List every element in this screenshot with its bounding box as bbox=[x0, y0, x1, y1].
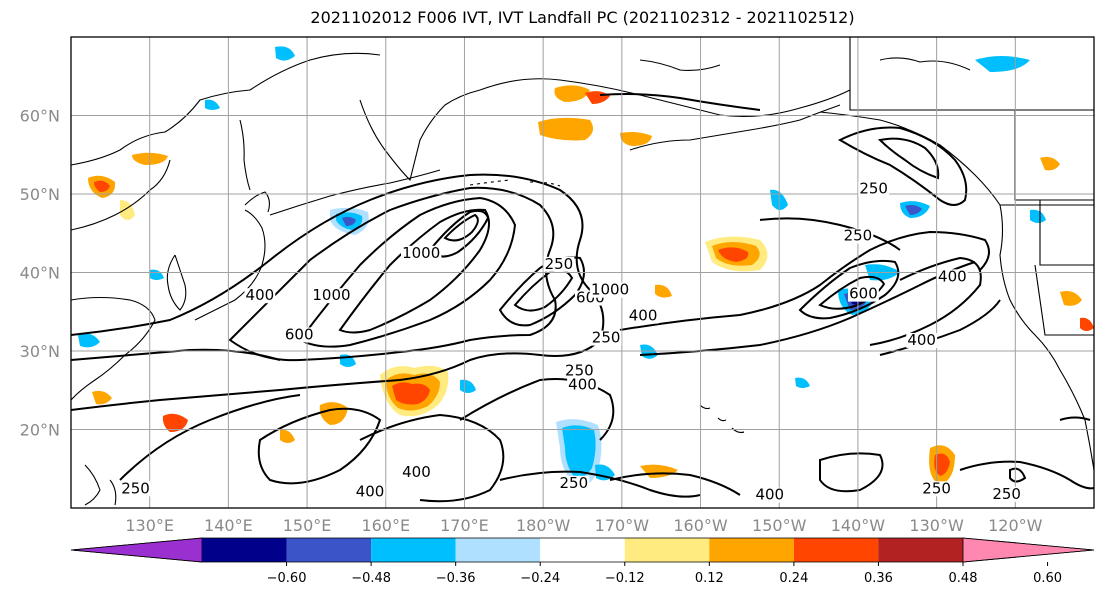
colorbar-segment bbox=[455, 538, 541, 562]
longitude-label: 160°E bbox=[361, 516, 410, 535]
colorbar-low-extension bbox=[70, 537, 203, 563]
colorbar-high-extension bbox=[962, 537, 1095, 563]
longitude-label: 180°W bbox=[516, 516, 571, 535]
contour-label: 600 bbox=[285, 325, 314, 343]
contour-label: 250 bbox=[922, 479, 951, 497]
colorbar-segment bbox=[624, 538, 710, 562]
longitude-label: 150°E bbox=[283, 516, 332, 535]
contour-label-bg bbox=[627, 308, 659, 324]
colorbar-tick-label: −0.24 bbox=[520, 571, 560, 586]
map-title: 2021102012 F006 IVT, IVT Landfall PC (20… bbox=[310, 8, 855, 27]
map-frame bbox=[70, 36, 1095, 509]
contour-label-bg bbox=[906, 332, 938, 348]
contour-label-bg bbox=[400, 245, 442, 261]
contour-label: 400 bbox=[755, 486, 784, 504]
contour-label-bg bbox=[120, 481, 151, 497]
colorbar-tick-label: −0.60 bbox=[267, 571, 307, 586]
contour-label: 400 bbox=[629, 307, 658, 325]
colorbar bbox=[70, 537, 1095, 563]
colorbar-outline bbox=[70, 537, 1095, 563]
contour-label: 250 bbox=[844, 227, 873, 245]
contour-label-bg bbox=[858, 181, 890, 197]
contour-label: 250 bbox=[121, 479, 150, 497]
contour-label: 1000 bbox=[312, 286, 350, 304]
colorbar-tick-label: 0.36 bbox=[864, 571, 893, 586]
latitude-label: 20°N bbox=[20, 421, 60, 440]
longitude-label: 130°W bbox=[909, 516, 964, 535]
longitude-label: 140°E bbox=[204, 516, 253, 535]
contour-label-bg bbox=[848, 286, 879, 302]
contour-labels: 4002502504006001000100025060010004004004… bbox=[120, 179, 1023, 504]
contour-label: 600 bbox=[849, 285, 878, 303]
colorbar-segment bbox=[540, 538, 625, 562]
contour-label: 250 bbox=[859, 179, 888, 197]
latitude-label: 40°N bbox=[20, 264, 60, 283]
longitude-label: 160°W bbox=[673, 516, 728, 535]
longitude-label: 170°W bbox=[595, 516, 650, 535]
colorbar-tick-labels: −0.60 −0.48 −0.36 −0.24 −0.12 0.12 0.24 0.36 0.4… bbox=[267, 562, 1062, 586]
contour-label: 250 bbox=[560, 474, 589, 492]
contour-label-bg bbox=[754, 487, 786, 503]
contour-label: 250 bbox=[545, 255, 574, 273]
contour-label-bg bbox=[921, 481, 953, 497]
contour-label: 250 bbox=[992, 485, 1021, 503]
contour-label-bg bbox=[842, 228, 874, 244]
colorbar-tick-label: 0.12 bbox=[695, 571, 724, 586]
latitude-label: 50°N bbox=[20, 185, 60, 204]
contour-label: 250 bbox=[565, 362, 594, 380]
contour-label-bg bbox=[311, 288, 352, 304]
contour-label-bg bbox=[590, 330, 622, 346]
latitude-label: 30°N bbox=[20, 342, 60, 361]
colorbar-tick-label: 0.24 bbox=[779, 571, 808, 586]
contour-label: 400 bbox=[907, 331, 936, 349]
colorbar-tick-label: 0.48 bbox=[949, 571, 978, 586]
colorbar-segment bbox=[793, 538, 879, 562]
longitude-label: 170°E bbox=[440, 516, 489, 535]
latitude-label: 60°N bbox=[20, 107, 60, 126]
contour-label: 400 bbox=[402, 463, 431, 481]
colorbar-segment bbox=[286, 538, 372, 562]
longitude-label: 140°W bbox=[831, 516, 886, 535]
contour-label: 250 bbox=[592, 329, 621, 347]
contour-label-bg bbox=[589, 282, 631, 298]
colorbar-segment bbox=[709, 538, 794, 562]
contour-label: 400 bbox=[938, 267, 967, 285]
colorbar-tick-label: −0.48 bbox=[351, 571, 391, 586]
colorbar-tick-label: −0.36 bbox=[436, 571, 476, 586]
contour-label-bg bbox=[543, 256, 575, 272]
contour-label-bg bbox=[354, 484, 386, 500]
colorbar-segment bbox=[878, 538, 963, 562]
colorbar-tick-label: −0.12 bbox=[605, 571, 645, 586]
longitude-label: 120°W bbox=[988, 516, 1043, 535]
longitude-label: 130°E bbox=[125, 516, 174, 535]
colorbar-tick-label: 0.60 bbox=[1033, 571, 1062, 586]
contour-label-bg bbox=[244, 288, 276, 304]
contour-label-bg bbox=[936, 269, 968, 285]
contour-label-bg bbox=[283, 327, 315, 343]
contour-label: 400 bbox=[568, 376, 597, 394]
contour-label: 1000 bbox=[591, 281, 629, 299]
contour-label-bg bbox=[991, 486, 1023, 502]
latitude-labels: 60°N 50°N 40°N 30°N 20°N bbox=[20, 107, 60, 440]
colorbar-segment bbox=[202, 538, 287, 562]
contour-label: 400 bbox=[246, 286, 275, 304]
longitude-labels: 130°E 140°E 150°E 160°E 170°E 180°W 170°W 160°W… bbox=[125, 516, 1042, 535]
contour-label-bg bbox=[563, 363, 595, 379]
contour-label-bg bbox=[401, 464, 432, 480]
contour-label-bg bbox=[558, 475, 590, 491]
graticule bbox=[71, 37, 1094, 508]
longitude-label: 150°W bbox=[752, 516, 807, 535]
contour-label-bg bbox=[567, 377, 598, 393]
colorbar-segment bbox=[371, 538, 456, 562]
pc-shading bbox=[78, 46, 1094, 486]
contour-label: 1000 bbox=[402, 244, 440, 262]
contour-label: 400 bbox=[356, 482, 385, 500]
